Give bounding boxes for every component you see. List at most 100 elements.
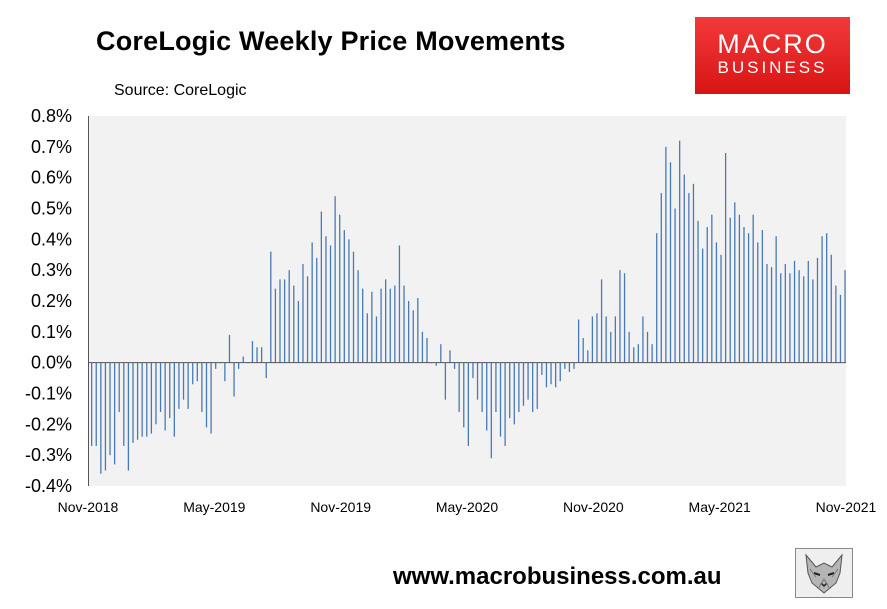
weekly-change-bar [435, 362, 437, 366]
weekly-change-bar [706, 227, 708, 363]
weekly-change-bar [734, 202, 736, 363]
weekly-change-bar [357, 270, 359, 363]
weekly-change-bar [826, 233, 828, 363]
weekly-change-bar [541, 362, 543, 375]
weekly-change-bar [95, 362, 97, 446]
weekly-change-bar [196, 362, 198, 382]
weekly-change-bar [761, 230, 764, 363]
weekly-change-bar [476, 362, 479, 400]
weekly-change-bar [306, 276, 309, 363]
weekly-change-bar [752, 214, 754, 363]
weekly-change-bar [568, 362, 571, 372]
weekly-change-bar [150, 362, 153, 434]
weekly-change-bar [407, 301, 410, 363]
weekly-change-bar [104, 362, 107, 471]
weekly-change-bar [780, 273, 782, 363]
website-url[interactable]: www.macrobusiness.com.au [393, 563, 722, 590]
weekly-change-bar [339, 214, 341, 363]
weekly-change-bar [348, 239, 350, 363]
weekly-change-bar [697, 220, 699, 363]
weekly-change-bar [297, 301, 300, 363]
weekly-change-bar [587, 350, 589, 363]
weekly-change-bar [394, 285, 396, 363]
weekly-change-bar [747, 233, 750, 363]
weekly-change-bar [816, 257, 819, 363]
weekly-change-bar [660, 193, 662, 363]
weekly-change-bar [233, 362, 235, 397]
weekly-change-bar [720, 254, 722, 363]
x-tick-label: Nov-2020 [563, 499, 624, 515]
weekly-change-bar [522, 362, 525, 406]
weekly-change-bar [187, 362, 189, 409]
weekly-change-bar [798, 270, 800, 363]
weekly-change-bar [91, 362, 93, 446]
weekly-change-bar [118, 362, 120, 412]
y-tick-label: -0.1% [25, 384, 72, 404]
weekly-change-bar [113, 362, 116, 465]
x-axis-ticks: Nov-2018 May-2019 Nov-2019 May-2020 Nov-2020… [58, 499, 877, 515]
weekly-change-bar [582, 338, 584, 363]
weekly-change-bar [210, 362, 212, 434]
weekly-change-bar [132, 362, 134, 443]
bar-series [91, 140, 846, 474]
weekly-change-bar [807, 260, 809, 363]
weekly-change-bar [329, 245, 332, 363]
weekly-change-bar [637, 344, 639, 363]
weekly-change-bar [146, 362, 148, 437]
weekly-change-bar [224, 362, 226, 382]
weekly-change-bar [559, 362, 561, 382]
weekly-change-bar [155, 362, 157, 425]
weekly-change-bar [403, 285, 405, 363]
weekly-change-bar [623, 273, 626, 363]
weekly-change-bar [711, 214, 713, 363]
macrobusiness-logo[interactable]: MACRO BUSINESS [695, 17, 850, 94]
weekly-change-bar [651, 344, 653, 363]
weekly-change-bar [178, 362, 180, 409]
x-tick-label: May-2019 [183, 499, 245, 515]
weekly-change-bar [683, 174, 685, 363]
y-tick-label: 0.1% [31, 322, 72, 342]
weekly-change-bar [839, 294, 842, 363]
weekly-change-bar [527, 362, 529, 400]
weekly-change-bar [472, 362, 474, 379]
x-tick-label: May-2021 [689, 499, 751, 515]
y-tick-label: -0.2% [25, 414, 72, 434]
weekly-change-bar [417, 297, 419, 363]
weekly-change-bar [215, 362, 217, 369]
weekly-change-bar [256, 347, 258, 363]
y-tick-label: 0.6% [31, 168, 72, 188]
weekly-change-bar [169, 362, 171, 419]
weekly-change-bar [757, 242, 759, 363]
weekly-change-bar [228, 334, 231, 363]
weekly-change-bar [509, 362, 511, 419]
weekly-change-bar [412, 310, 414, 363]
weekly-change-bar [274, 288, 277, 363]
weekly-change-bar [334, 196, 336, 363]
weekly-change-bar [426, 338, 428, 363]
logo-line-1: MACRO [717, 29, 828, 59]
chart-title: CoreLogic Weekly Price Movements [96, 26, 566, 56]
weekly-change-bar [343, 230, 345, 363]
x-tick-label: May-2020 [436, 499, 498, 515]
weekly-change-bar [352, 251, 355, 363]
weekly-change-bar [688, 193, 690, 363]
source-label: Source: CoreLogic [114, 82, 247, 99]
weekly-change-bar [564, 362, 566, 369]
weekly-change-bar [490, 362, 492, 459]
weekly-change-bar [283, 279, 286, 363]
weekly-change-bar [619, 270, 621, 363]
weekly-change-bar [486, 362, 488, 431]
weekly-change-bar [665, 146, 667, 363]
weekly-change-bar [385, 279, 387, 363]
weekly-change-bar [205, 362, 208, 428]
weekly-change-bar [366, 313, 368, 363]
weekly-change-bar [449, 350, 451, 363]
weekly-change-bar [830, 254, 832, 363]
y-tick-label: -0.3% [25, 445, 72, 465]
weekly-change-bar [642, 316, 644, 363]
weekly-change-bar [605, 316, 607, 363]
weekly-change-bar [532, 362, 534, 412]
weekly-change-bar [467, 362, 469, 446]
weekly-change-bar [600, 279, 603, 363]
weekly-change-bar [614, 316, 617, 363]
